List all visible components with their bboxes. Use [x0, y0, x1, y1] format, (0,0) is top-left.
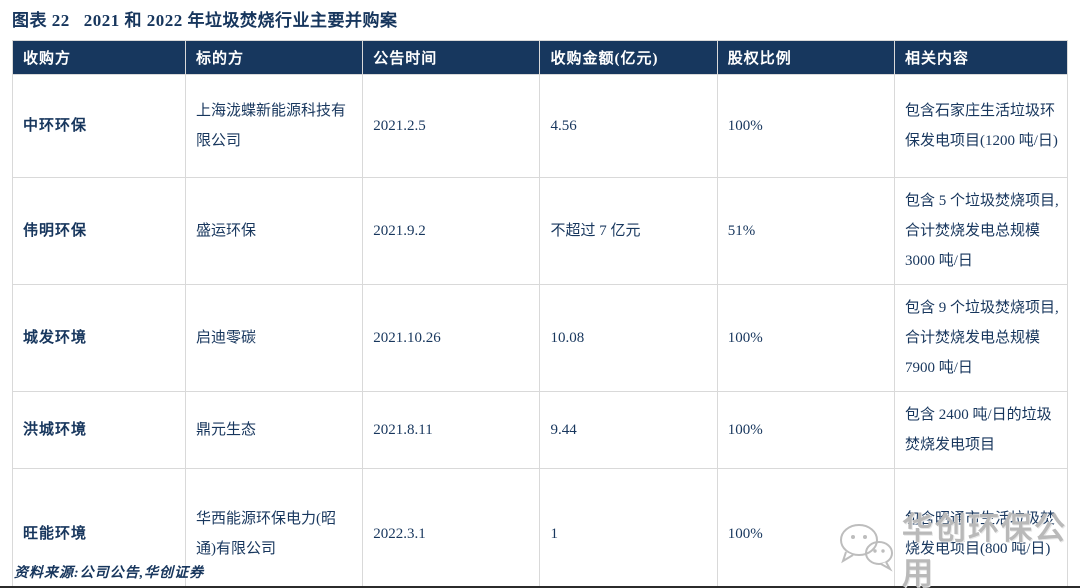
table-row: 伟明环保 盛运环保 2021.9.2 不超过 7 亿元 51% 包含 5 个垃圾…: [11, 177, 1069, 285]
table-row: 城发环境 启迪零碳 2021.10.26 10.08 100% 包含 9 个垃圾…: [11, 284, 1069, 392]
cell-amount: 10.08: [539, 284, 718, 392]
cell-date: 2021.10.26: [362, 284, 541, 392]
col-header-content: 相关内容: [893, 40, 1069, 75]
cell-equity: 100%: [716, 74, 895, 178]
col-header-acquirer: 收购方: [11, 40, 187, 75]
cell-target: 华西能源环保电力(昭通)有限公司: [185, 468, 364, 588]
cell-content: 包含 2400 吨/日的垃圾焚烧发电项目: [893, 391, 1069, 469]
cell-acquirer: 伟明环保: [11, 177, 187, 285]
cell-target: 启迪零碳: [185, 284, 364, 392]
cell-equity: 100%: [716, 391, 895, 469]
cell-date: 2022.3.1: [362, 468, 541, 588]
col-header-date: 公告时间: [362, 40, 541, 75]
cell-content: 包含 5 个垃圾焚烧项目,合计焚烧发电总规模 3000 吨/日: [893, 177, 1069, 285]
table-row: 洪城环境 鼎元生态 2021.8.11 9.44 100% 包含 2400 吨/…: [11, 391, 1069, 469]
table-row: 中环环保 上海泷蝶新能源科技有限公司 2021.2.5 4.56 100% 包含…: [11, 74, 1069, 178]
cell-content: 包含昭通市生活垃圾焚烧发电项目(800 吨/日): [893, 468, 1069, 588]
cell-content: 包含石家庄生活垃圾环保发电项目(1200 吨/日): [893, 74, 1069, 178]
cell-equity: 51%: [716, 177, 895, 285]
cell-equity: 100%: [716, 468, 895, 588]
cell-acquirer: 城发环境: [11, 284, 187, 392]
col-header-equity: 股权比例: [716, 40, 895, 75]
col-header-amount: 收购金额(亿元): [539, 40, 718, 75]
cell-amount: 不超过 7 亿元: [539, 177, 718, 285]
cell-target: 鼎元生态: [185, 391, 364, 469]
cell-acquirer: 旺能环境: [11, 468, 187, 588]
cell-target: 上海泷蝶新能源科技有限公司: [185, 74, 364, 178]
table-row: 旺能环境 华西能源环保电力(昭通)有限公司 2022.3.1 1 100% 包含…: [11, 468, 1069, 588]
cell-content: 包含 9 个垃圾焚烧项目,合计焚烧发电总规模 7900 吨/日: [893, 284, 1069, 392]
data-source-note: 资料来源:公司公告,华创证券: [14, 566, 205, 581]
cell-acquirer: 中环环保: [11, 74, 187, 178]
figure-caption: 图表 22 2021 和 2022 年垃圾焚烧行业主要并购案: [12, 6, 398, 31]
col-header-target: 标的方: [185, 40, 364, 75]
figure-caption-label: 图表 22: [12, 11, 70, 30]
figure-caption-title: 2021 和 2022 年垃圾焚烧行业主要并购案: [83, 11, 398, 30]
cell-acquirer: 洪城环境: [11, 391, 187, 469]
cell-equity: 100%: [716, 284, 895, 392]
cell-amount: 1: [539, 468, 718, 588]
mna-table: 收购方 标的方 公告时间 收购金额(亿元) 股权比例 相关内容 中环环保 上海泷…: [11, 40, 1069, 588]
cell-amount: 9.44: [539, 391, 718, 469]
cell-date: 2021.8.11: [362, 391, 541, 469]
table-header-row: 收购方 标的方 公告时间 收购金额(亿元) 股权比例 相关内容: [11, 40, 1069, 75]
cell-date: 2021.2.5: [362, 74, 541, 178]
page-bottom-rule: [0, 586, 1080, 588]
cell-date: 2021.9.2: [362, 177, 541, 285]
cell-amount: 4.56: [539, 74, 718, 178]
cell-target: 盛运环保: [185, 177, 364, 285]
